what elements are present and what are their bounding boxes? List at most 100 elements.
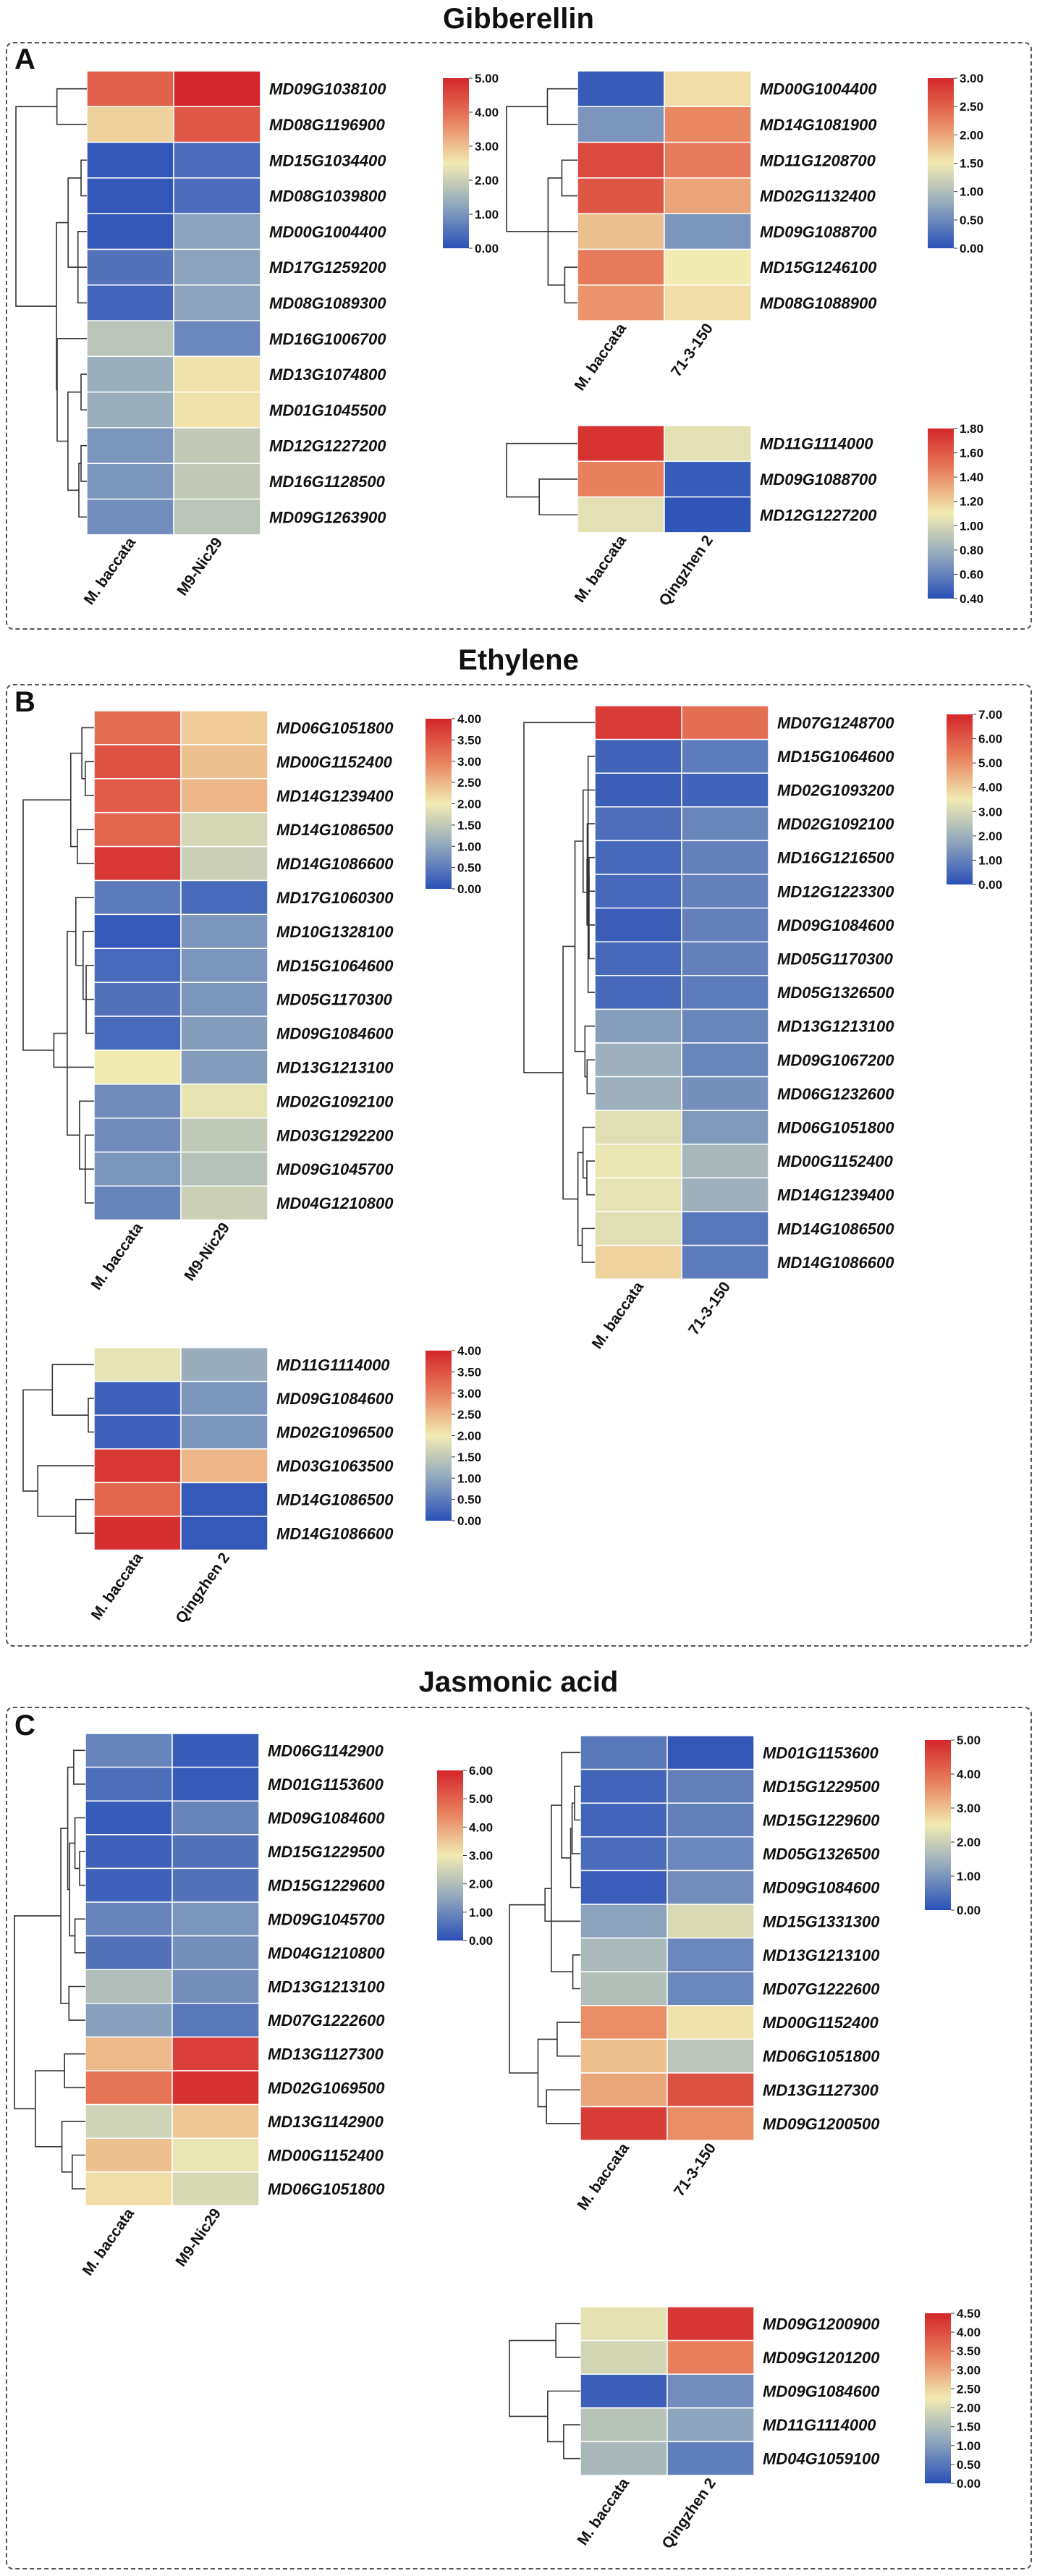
heatmap-cell bbox=[594, 1042, 682, 1078]
sample-label: M. baccata bbox=[80, 2205, 138, 2279]
dendrogram-branch bbox=[37, 1465, 94, 1517]
heatmap-cell bbox=[93, 1050, 182, 1085]
heatmap-cell bbox=[594, 874, 682, 909]
colorbar-tick-label: 0.00 bbox=[957, 2477, 981, 2491]
heatmap-cell bbox=[180, 1050, 268, 1085]
heatmap-cell bbox=[173, 284, 261, 321]
heatmap-cell bbox=[580, 1904, 668, 1939]
heatmap-cell bbox=[180, 1380, 268, 1416]
gene-label: MD15G1229500 bbox=[268, 1843, 385, 1861]
colorbar-tick-label: 2.00 bbox=[457, 798, 481, 811]
section-panel-c bbox=[6, 1707, 1032, 2569]
sample-label: 71-3-150 bbox=[685, 1279, 734, 1338]
gene-label: MD00G1004400 bbox=[760, 80, 877, 98]
gene-label: MD14G1081900 bbox=[760, 116, 877, 134]
heatmap-jas2: MD01G1153600 MD15G1229500 MD15G1229600 MD05… bbox=[509, 1733, 981, 2213]
dendrogram-branch bbox=[562, 945, 578, 1200]
colorbar-tick-label: 1.50 bbox=[960, 157, 983, 171]
heatmap-cell bbox=[93, 1482, 182, 1517]
heatmap-cell bbox=[594, 1211, 682, 1246]
sample-label: M9-Nic29 bbox=[172, 2205, 224, 2270]
sample-label: M. baccata bbox=[88, 1550, 147, 1623]
gene-label: MD14G1086500 bbox=[276, 821, 394, 839]
gene-label: MD14G1086500 bbox=[777, 1220, 894, 1238]
panel-letter-c: C bbox=[14, 1710, 35, 1741]
colorbar-tick-label: 2.50 bbox=[960, 100, 983, 114]
heatmap-cell bbox=[681, 1042, 769, 1078]
heatmap-eth2: MD07G1248700 MD15G1064600 MD02G1093200 MD02… bbox=[523, 705, 1002, 1352]
gene-label: MD03G1063500 bbox=[276, 1457, 394, 1475]
colorbar-tick-label: 5.00 bbox=[475, 72, 499, 85]
dendrogram-branch bbox=[506, 106, 548, 232]
gene-label: MD02G1069500 bbox=[268, 2079, 385, 2097]
colorbar-tick-label: 3.00 bbox=[457, 1387, 481, 1401]
heatmap-cell bbox=[180, 947, 268, 983]
gene-label: MD14G1086600 bbox=[777, 1254, 894, 1272]
colorbar-tick-label: 1.00 bbox=[475, 208, 499, 221]
dendrogram-branch bbox=[75, 1498, 94, 1534]
heatmap-cell bbox=[666, 2407, 755, 2443]
heatmap-cell bbox=[173, 141, 261, 179]
gene-label: MD08G1039800 bbox=[269, 187, 386, 206]
dendrogram-branch bbox=[506, 442, 577, 498]
heatmap-cell bbox=[664, 213, 752, 250]
dendrogram-branch bbox=[51, 1364, 94, 1416]
heatmap-cell bbox=[681, 1008, 769, 1044]
colorbar-tick-label: 3.00 bbox=[469, 1849, 493, 1863]
gene-label: MD10G1328100 bbox=[276, 923, 394, 941]
heatmap-cell bbox=[173, 213, 261, 250]
heatmap-cell bbox=[681, 941, 769, 976]
heatmap-cell bbox=[580, 2072, 668, 2108]
heatmap-cell bbox=[180, 710, 268, 746]
dendrogram-branch bbox=[81, 727, 94, 780]
gene-label: MD15G1064600 bbox=[276, 957, 394, 975]
dendrogram-branch bbox=[547, 2390, 580, 2443]
heatmap-cell bbox=[86, 70, 174, 108]
gene-label: MD09G1084600 bbox=[276, 1025, 394, 1043]
colorbar-tick-label: 1.00 bbox=[457, 840, 481, 853]
heatmap-cell bbox=[93, 1516, 182, 1551]
sample-label: 71-3-150 bbox=[671, 2140, 719, 2200]
colorbar-tick-label: 0.80 bbox=[960, 544, 983, 557]
dendrogram-branch bbox=[69, 752, 82, 848]
gene-label: MD06G1051800 bbox=[276, 719, 394, 737]
dendrogram-branch bbox=[67, 177, 81, 268]
colorbar-tick-label: 3.50 bbox=[957, 2344, 981, 2358]
heatmap-cell bbox=[577, 213, 665, 250]
gene-label: MD04G1210800 bbox=[276, 1194, 394, 1212]
heatmap-cell bbox=[86, 427, 174, 465]
heatmap-cell bbox=[93, 1185, 182, 1221]
dendrogram-branch bbox=[537, 2038, 557, 2108]
heatmap-jas3: MD09G1200900 MD09G1201200 MD09G1084600 MD11… bbox=[509, 2306, 981, 2552]
heatmap-cell bbox=[172, 1867, 260, 1903]
gene-label: MD02G1132400 bbox=[760, 187, 876, 206]
dendrogram-branch bbox=[581, 1228, 595, 1263]
heatmap-cell bbox=[577, 106, 665, 143]
sample-label: M. baccata bbox=[572, 321, 630, 394]
colorbar-tick-label: 0.50 bbox=[960, 214, 983, 227]
heatmap-cell bbox=[681, 1244, 769, 1280]
dendrogram-branch bbox=[77, 829, 94, 864]
dendrogram-branch bbox=[14, 1915, 62, 2110]
gene-label: MD11G1114000 bbox=[276, 1356, 390, 1374]
gene-label: MD09G1088700 bbox=[760, 470, 877, 489]
heatmap-cell bbox=[180, 1118, 268, 1153]
dendrogram-branch bbox=[509, 1904, 546, 2074]
colorbar-tick-label: 7.00 bbox=[978, 708, 1002, 722]
heatmap-cell bbox=[666, 1768, 755, 1804]
heatmap-cell bbox=[93, 1380, 182, 1416]
heatmap-cell bbox=[180, 913, 268, 950]
gene-label: MD07G1248700 bbox=[777, 714, 894, 732]
heatmap-cell bbox=[173, 70, 261, 108]
gene-label: MD15G1064600 bbox=[777, 748, 894, 766]
heatmap-cell bbox=[666, 1870, 755, 1905]
dendrogram-branch bbox=[56, 88, 87, 125]
colorbar-tick-label: 1.80 bbox=[960, 422, 983, 436]
heatmap-cell bbox=[681, 1211, 769, 1246]
colorbar-tick-label: 4.50 bbox=[957, 2307, 981, 2320]
heatmap-cell bbox=[666, 1904, 755, 1939]
gene-label: MD08G1089300 bbox=[269, 294, 386, 312]
gene-label: MD01G1153600 bbox=[268, 1775, 384, 1794]
dendrogram-branch bbox=[56, 337, 87, 442]
colorbar-tick-label: 2.00 bbox=[978, 829, 1002, 843]
